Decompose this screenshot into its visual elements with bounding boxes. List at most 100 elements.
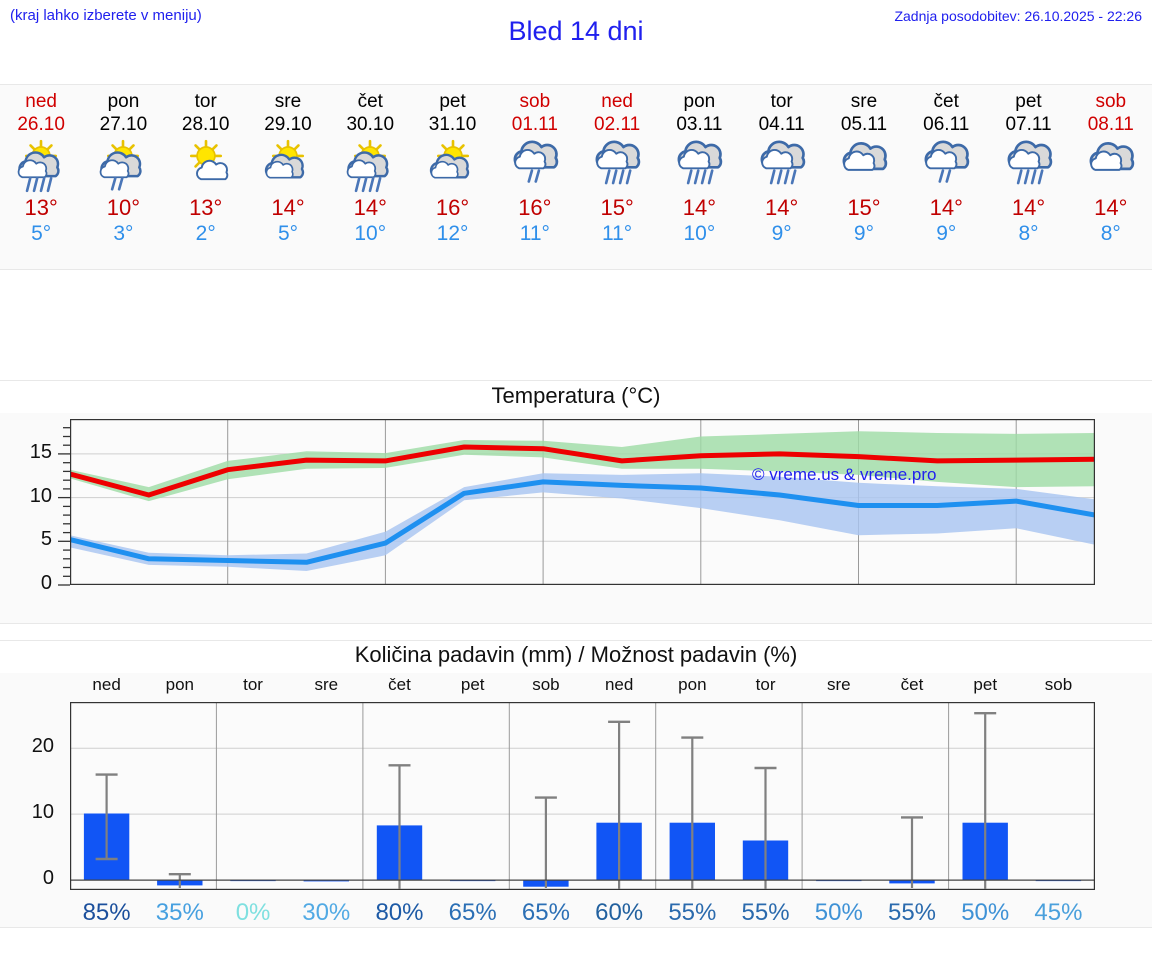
day-name: ned [25,91,57,112]
day-max-temperature: 10° [106,195,141,220]
precipitation-probability-label: 30% [302,899,351,926]
day-max-temperature: 14° [682,195,717,220]
page-title: Bled 14 dni [508,16,644,46]
cloud-icon [833,138,895,194]
day-cell[interactable]: tor 28.10 13° 2° [165,85,247,269]
day-max-temperature: 14° [929,195,963,220]
cloud-shape [925,148,958,170]
day-name: tor [194,91,217,112]
temperature-plot [70,419,1095,585]
day-date: 02.11 [594,114,641,135]
sun-cloud-big-icon [422,138,484,194]
day-cell[interactable]: sre 05.11 15° 9° [823,85,905,269]
precipitation-day-label: čet [900,675,924,694]
cloud-shape [17,159,48,179]
day-name: pon [107,91,140,112]
day-date: 27.10 [99,114,148,135]
precipitation-probability-label: 55% [741,899,790,926]
day-cell[interactable]: sob 08.11 14° 8° [1070,85,1152,269]
cloud-rain-light-icon [504,138,566,194]
rain-drops [938,169,952,183]
day-cell[interactable]: sre 29.10 14° 5° [247,85,329,269]
cloud-shape [195,159,228,181]
day-name: pon [683,91,716,112]
day-max-temperature: 14° [271,195,305,220]
day-min-temperature: 8° [1018,222,1039,245]
day-cell[interactable]: pet 07.11 14° 8° [987,85,1069,269]
day-min-temperature: 12° [436,222,469,245]
precipitation-probability-label: 80% [375,899,424,926]
rain-sun-heavy-icon [10,138,72,194]
precipitation-probability-row: 85% 35% 0% 30% 80% 65% 65% 60% 55% 55% 50% 55% 50% 45… [70,899,1095,931]
day-min-temperature: 5° [277,222,299,245]
rain-sun-heavy-icon [339,138,401,194]
cloud-icon [1080,138,1142,194]
day-name: pet [1015,91,1042,112]
cloud-rain-heavy-icon [586,138,648,194]
day-cell[interactable]: pet 31.10 16° 12° [411,85,493,269]
day-cell[interactable]: pon 03.11 14° 10° [658,85,740,269]
day-date: 26.10 [17,114,65,135]
daily-forecast-strip: ned 26.10 13° 5° pon 27.10 10° 3° tor 28.10 13° 2° s… [0,84,1152,270]
sun-cloud-icon [175,138,237,194]
temperature-line [70,479,1095,565]
precipitation-y-tick-label: 10 [31,801,54,824]
cloud-rain-heavy-icon [668,138,730,194]
day-date: 01.11 [511,114,558,135]
page-header: (kraj lahko izberete v meniju) Bled 14 d… [0,0,1152,62]
precipitation-probability-label: 50% [961,899,1010,926]
precipitation-day-label: sre [314,675,339,694]
temperature-chart-panel: Temperatura (°C) © vreme.us & vreme.pro … [0,380,1152,624]
day-cell[interactable]: pon 27.10 10° 3° [82,85,164,269]
day-cell[interactable]: tor 04.11 14° 9° [741,85,823,269]
day-name: sre [274,91,302,112]
rain-drops [769,169,797,185]
precipitation-plot [70,702,1095,890]
day-cell[interactable]: sob 01.11 16° 11° [494,85,576,269]
day-name: čet [933,91,959,112]
precipitation-probability-label: 60% [595,899,644,926]
cloud-shape [1089,150,1123,171]
precipitation-day-label: čet [388,675,411,694]
precipitation-probability-label: 50% [814,899,863,926]
day-name: sob [1095,91,1127,112]
precipitation-bar [303,880,349,882]
cloud-shape [1007,148,1040,170]
cloud-shape [843,150,876,171]
precipitation-day-label: pet [973,675,998,694]
day-cell[interactable]: ned 26.10 13° 5° [0,85,82,269]
day-cell[interactable]: ned 02.11 15° 11° [576,85,658,269]
day-cell[interactable]: čet 06.11 14° 9° [905,85,987,269]
precipitation-probability-label: 35% [155,899,204,926]
precipitation-y-tick-label: 0 [42,867,54,890]
watermark-text: © vreme.us & vreme.pro [752,465,937,484]
day-max-temperature: 14° [1011,195,1046,220]
day-date: 04.11 [758,114,805,135]
day-max-temperature: 16° [435,195,470,220]
last-updated-text: Zadnja posodobitev: 26.10.2025 - 22:26 [894,8,1142,24]
temperature-y-tick-label: 10 [29,484,52,507]
precipitation-day-label: sob [532,675,560,694]
cloud-rain-heavy-icon [751,138,813,194]
rain-drops [527,169,541,183]
precipitation-chart-title: Količina padavin (mm) / Možnost padavin … [0,641,1152,673]
day-name: sre [850,91,878,112]
day-min-temperature: 9° [853,222,874,245]
precipitation-day-label: ned [604,675,634,694]
day-min-temperature: 10° [683,222,716,245]
day-date: 31.10 [428,114,477,135]
day-min-temperature: 2° [195,222,216,245]
day-min-temperature: 11° [602,222,633,245]
day-name: tor [770,91,793,112]
cloud-shape [760,148,794,170]
day-cell[interactable]: čet 30.10 14° 10° [329,85,411,269]
precipitation-probability-label: 85% [82,899,131,926]
precipitation-day-label: pet [460,675,485,694]
day-max-temperature: 15° [847,195,881,220]
cloud-shape [596,148,629,170]
day-date: 28.10 [181,114,230,135]
precipitation-day-label: tor [755,675,776,694]
day-min-temperature: 10° [354,222,387,245]
cloud-rain-light-icon [915,138,977,194]
day-max-temperature: 13° [189,195,223,220]
